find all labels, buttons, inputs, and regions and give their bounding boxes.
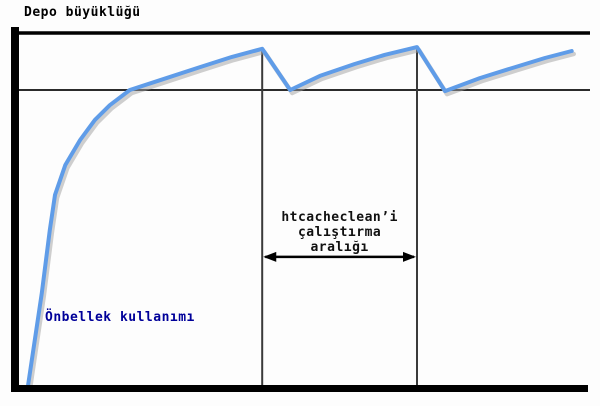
chart-title: Depo büyüklüğü bbox=[24, 5, 141, 20]
interval-annotation: htcacheclean’i çalıştırma aralığı bbox=[281, 210, 398, 255]
cache-usage-curve bbox=[26, 45, 574, 387]
interval-arrow-head-left bbox=[263, 251, 277, 262]
interval-arrow bbox=[263, 251, 416, 262]
interval-annotation-line-1: htcacheclean’i bbox=[281, 210, 398, 225]
y-axis bbox=[11, 27, 19, 392]
cache-usage-curve-shadow bbox=[27, 47, 576, 391]
curve-label: Önbellek kullanımı bbox=[45, 310, 195, 325]
interval-annotation-line-3: aralığı bbox=[310, 240, 369, 255]
interval-arrow-head-right bbox=[402, 251, 416, 262]
interval-annotation-line-2: çalıştırma bbox=[297, 225, 382, 240]
x-axis bbox=[11, 385, 588, 392]
